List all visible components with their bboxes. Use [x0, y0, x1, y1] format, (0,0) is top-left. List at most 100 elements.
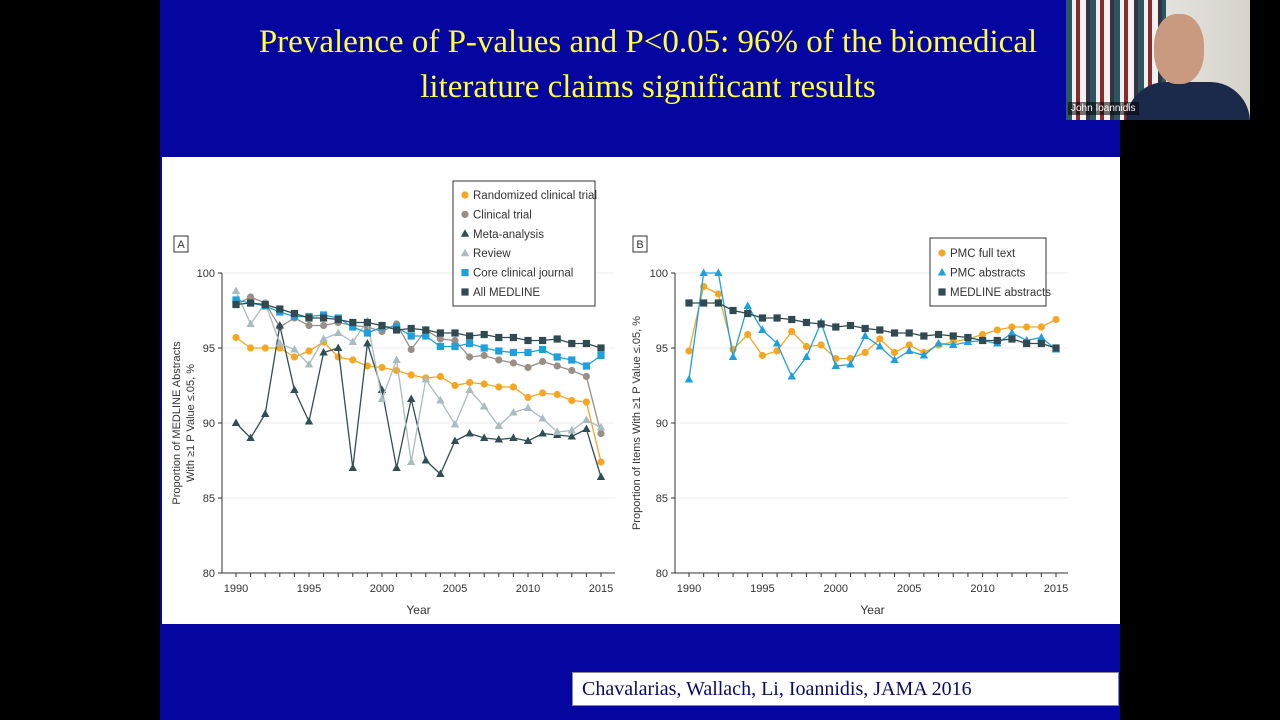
legend-marker: [461, 288, 469, 296]
data-point: [582, 372, 590, 381]
data-point: [744, 309, 752, 318]
data-point: [407, 332, 415, 340]
data-point: [568, 356, 576, 364]
legend-marker: [461, 191, 469, 199]
data-point: [349, 356, 357, 364]
x-tick-label: 2000: [824, 583, 848, 595]
data-point: [348, 337, 357, 345]
x-tick-label: 2015: [589, 583, 613, 595]
data-point: [436, 329, 444, 337]
data-point: [276, 305, 284, 313]
data-point: [553, 362, 561, 370]
data-point: [832, 323, 840, 331]
data-point: [407, 457, 416, 465]
data-point: [846, 321, 855, 330]
legend-marker: [937, 268, 947, 276]
y-tick-label: 85: [656, 493, 668, 505]
y-tick-label: 100: [650, 268, 668, 280]
series-line-all-medline: [235, 302, 602, 349]
data-point: [480, 351, 488, 360]
data-point: [1023, 339, 1031, 348]
data-point: [890, 348, 899, 357]
data-point: [1037, 339, 1045, 348]
data-point: [979, 330, 987, 339]
panel-label-box: [173, 235, 189, 253]
data-point: [949, 340, 958, 348]
data-point: [553, 335, 561, 343]
data-point: [407, 345, 415, 354]
data-point: [232, 333, 240, 342]
data-point: [466, 339, 474, 348]
data-point: [465, 385, 474, 393]
data-point: [363, 318, 371, 327]
data-point: [524, 363, 532, 372]
data-point: [523, 436, 533, 444]
data-point: [261, 409, 270, 417]
legend-label: All MEDLINE: [473, 287, 540, 299]
data-point: [334, 315, 342, 324]
data-point: [450, 420, 460, 428]
data-point: [319, 334, 328, 342]
data-point: [246, 433, 255, 441]
x-tick-label: 2010: [970, 583, 994, 595]
series-line-randomized-clinical-trial: [235, 336, 602, 463]
data-point: [436, 469, 445, 477]
data-point: [363, 329, 371, 337]
x-tick-label: 2010: [516, 583, 540, 595]
data-point: [567, 426, 576, 434]
legend-box: [929, 237, 1047, 307]
participant-body: [1126, 82, 1250, 120]
data-point: [422, 326, 430, 334]
data-point: [304, 360, 314, 368]
panel-label: A: [177, 239, 185, 251]
data-point: [538, 429, 547, 437]
data-point: [949, 332, 957, 340]
legend-label: PMC abstracts: [950, 268, 1026, 280]
data-point: [407, 371, 415, 379]
data-point: [509, 359, 517, 367]
data-point: [920, 332, 928, 340]
legend-marker: [938, 249, 946, 257]
data-point: [979, 336, 987, 345]
data-point: [421, 456, 430, 464]
data-point: [964, 333, 972, 342]
data-point: [320, 314, 328, 322]
data-point: [1037, 323, 1045, 331]
x-tick-label: 1990: [224, 583, 248, 595]
data-point: [890, 329, 899, 337]
data-point: [714, 299, 722, 307]
slide-title-line1: Prevalence of P-values and P<0.05: 96% o…: [258, 24, 1038, 60]
data-point: [319, 348, 328, 356]
panel-label-box: [632, 235, 648, 253]
data-point: [275, 339, 284, 347]
data-point: [392, 355, 401, 363]
data-point: [524, 336, 532, 345]
data-point: [567, 432, 576, 440]
y-tick-label: 95: [656, 343, 668, 355]
data-point: [773, 347, 781, 355]
data-point: [597, 429, 605, 438]
x-axis-label: Year: [860, 603, 884, 617]
data-point: [861, 348, 869, 357]
data-point: [334, 343, 343, 351]
x-tick-label: 2005: [897, 583, 921, 595]
data-point: [934, 330, 943, 339]
y-tick-label: 80: [203, 568, 215, 580]
video-thumbnail[interactable]: John Ioannidis: [1066, 0, 1250, 120]
data-point: [349, 318, 357, 327]
data-point: [831, 361, 840, 369]
data-point: [758, 351, 767, 360]
series-line-core-clinical-journal: [235, 299, 602, 367]
data-point: [436, 342, 444, 351]
data-point: [509, 433, 518, 441]
data-point: [596, 423, 606, 431]
data-point: [758, 314, 766, 322]
y-tick-label: 90: [656, 418, 668, 430]
x-tick-label: 2005: [443, 583, 467, 595]
data-point: [247, 293, 255, 301]
data-point: [597, 351, 605, 360]
y-tick-label: 80: [656, 568, 668, 580]
data-point: [582, 362, 590, 370]
y-tick-label: 90: [203, 418, 215, 430]
data-point: [714, 268, 723, 276]
